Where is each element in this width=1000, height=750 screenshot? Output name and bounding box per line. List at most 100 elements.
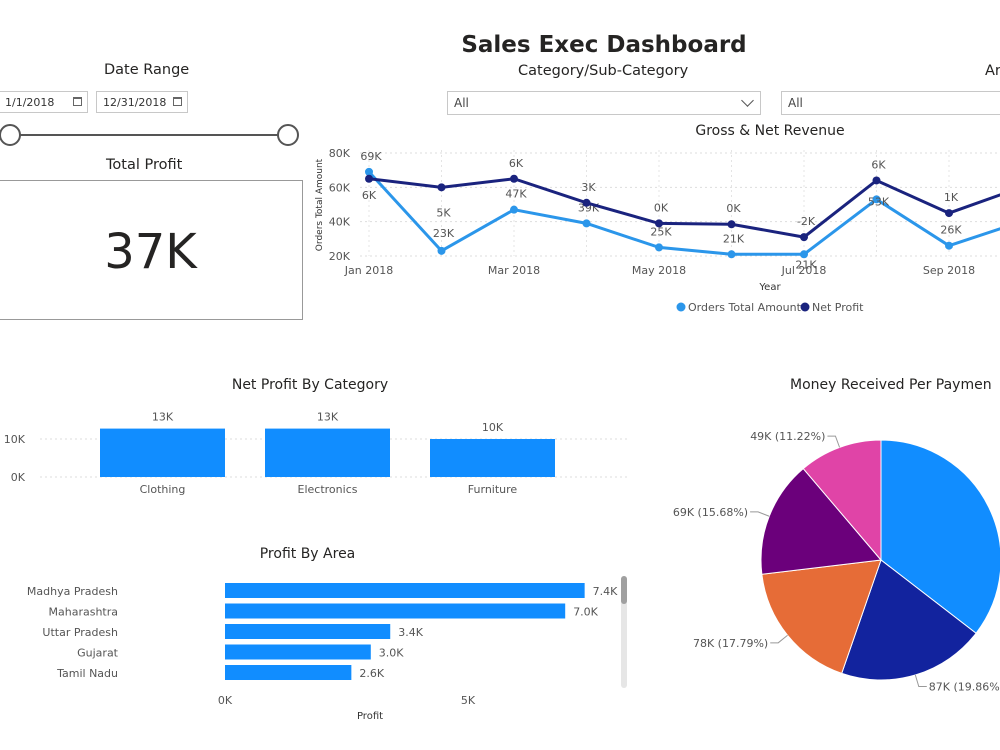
data-point xyxy=(727,250,736,259)
data-label: 0K xyxy=(726,202,741,215)
pie-slice xyxy=(761,559,882,675)
data-label: 6K xyxy=(871,158,886,171)
data-point xyxy=(582,198,591,207)
category-label: Madhya Pradesh xyxy=(27,585,118,598)
data-label: 69K xyxy=(360,150,382,163)
profit-by-area-chart[interactable]: Madhya Pradesh 7.4K Maharashtra 7.0K Uttar P… xyxy=(0,570,640,730)
net-profit-by-category-chart[interactable]: 10K 0K 13K Clothing 13K Electronics 10K Furnitu… xyxy=(0,398,640,508)
data-label: 47K xyxy=(505,188,527,201)
data-label: 6K xyxy=(509,157,524,170)
y-axis-label: Orders Total Amount xyxy=(315,158,325,251)
legend-marker xyxy=(800,302,810,312)
data-label: 13K xyxy=(152,411,174,424)
money-received-pie-chart[interactable]: 87K (19.86%) 78K (17.79%) 69K (15.68%) 49K … xyxy=(640,400,1000,720)
category-filter-title: Category/Sub-Category xyxy=(518,63,689,79)
date-range-title: Date Range xyxy=(104,62,190,78)
data-label: 5K xyxy=(436,206,451,219)
area-dropdown[interactable]: All xyxy=(781,91,1000,115)
data-point xyxy=(510,205,518,214)
data-label: 3.4K xyxy=(398,626,423,639)
data-point xyxy=(582,219,591,228)
data-label: 0K xyxy=(654,201,669,214)
legend-marker xyxy=(676,302,686,312)
data-label: 2.6K xyxy=(359,667,384,680)
end-date-value: 12/31/2018 xyxy=(103,96,167,109)
bar xyxy=(265,428,390,477)
data-point xyxy=(945,241,953,250)
chevron-down-icon[interactable] xyxy=(741,94,754,107)
data-label: 26K xyxy=(940,224,962,237)
pie-slice xyxy=(760,467,882,575)
leader-line xyxy=(827,435,841,448)
data-point xyxy=(655,219,663,228)
bar xyxy=(225,644,371,660)
line-chart-title: Gross & Net Revenue xyxy=(695,123,845,139)
data-point xyxy=(945,209,953,218)
data-label: 3K xyxy=(581,181,596,194)
area-chart-title: Profit By Area xyxy=(259,546,356,562)
dashboard-title: Sales Exec Dashboard xyxy=(461,32,747,58)
data-point xyxy=(510,174,518,183)
x-tick-label: 0K xyxy=(218,694,233,707)
x-tick-label: Jul 2018 xyxy=(781,264,827,277)
date-slider-track[interactable] xyxy=(10,134,288,136)
legend-label: Orders Total Amount xyxy=(688,301,802,314)
total-profit-value: 37K xyxy=(104,224,197,280)
category-label: Gujarat xyxy=(77,647,119,660)
leader-line xyxy=(770,634,788,644)
leader-line xyxy=(750,511,770,517)
area-dropdown-value: All xyxy=(788,96,803,110)
category-dropdown[interactable]: All xyxy=(447,91,761,115)
category-label: Maharashtra xyxy=(49,606,119,619)
x-axis-label: Profit xyxy=(357,711,383,722)
leader-line xyxy=(914,674,927,687)
data-point xyxy=(727,220,736,229)
data-label: 21K xyxy=(795,258,817,271)
y-tick-label: 20K xyxy=(329,250,351,263)
data-point xyxy=(800,233,808,242)
date-slider-start-handle[interactable] xyxy=(0,124,21,146)
data-label: 21K xyxy=(723,232,745,245)
calendar-icon[interactable] xyxy=(73,97,82,106)
start-date-value: 1/1/2018 xyxy=(5,96,55,109)
y-tick-label: 80K xyxy=(329,147,351,160)
data-label: 6K xyxy=(362,189,377,202)
data-point xyxy=(872,176,881,185)
series-line-1 xyxy=(368,177,1000,239)
data-point xyxy=(800,250,808,259)
category-label: Uttar Pradesh xyxy=(42,626,118,639)
data-label: 25K xyxy=(650,225,672,238)
bar xyxy=(225,583,585,598)
data-point xyxy=(437,183,446,192)
data-label: 13K xyxy=(317,411,339,424)
pie-chart-title: Money Received Per Paymen xyxy=(790,377,992,393)
data-label: 7.4K xyxy=(593,585,618,598)
date-slider-end-handle[interactable] xyxy=(277,124,299,146)
category-chart-title: Net Profit By Category xyxy=(231,377,389,393)
scrollbar-thumb[interactable] xyxy=(621,576,627,604)
data-point xyxy=(437,246,446,255)
bar xyxy=(225,603,566,619)
x-tick-label: Mar 2018 xyxy=(488,264,540,277)
area-chart-scrollbar[interactable] xyxy=(621,576,627,688)
x-tick-label: May 2018 xyxy=(632,264,686,277)
data-label: 53K xyxy=(868,195,890,208)
y-tick-label: 10K xyxy=(4,433,26,446)
data-label: 7.0K xyxy=(573,606,598,619)
x-axis-label: Year xyxy=(758,282,781,293)
category-label: Tamil Nadu xyxy=(56,667,118,680)
data-point xyxy=(655,243,663,252)
slice-label: 49K (11.22%) xyxy=(750,430,825,443)
pie-slice xyxy=(880,439,1000,634)
start-date-input[interactable]: 1/1/2018 xyxy=(0,91,88,113)
category-label: Clothing xyxy=(140,483,186,496)
data-label: 1K xyxy=(944,191,959,204)
calendar-icon[interactable] xyxy=(173,97,182,106)
y-tick-label: 0K xyxy=(11,471,26,484)
x-tick-label: Sep 2018 xyxy=(923,264,975,277)
end-date-input[interactable]: 12/31/2018 xyxy=(96,91,188,113)
bar xyxy=(225,665,352,680)
category-label: Electronics xyxy=(298,483,358,496)
data-label: -2K xyxy=(797,215,816,228)
